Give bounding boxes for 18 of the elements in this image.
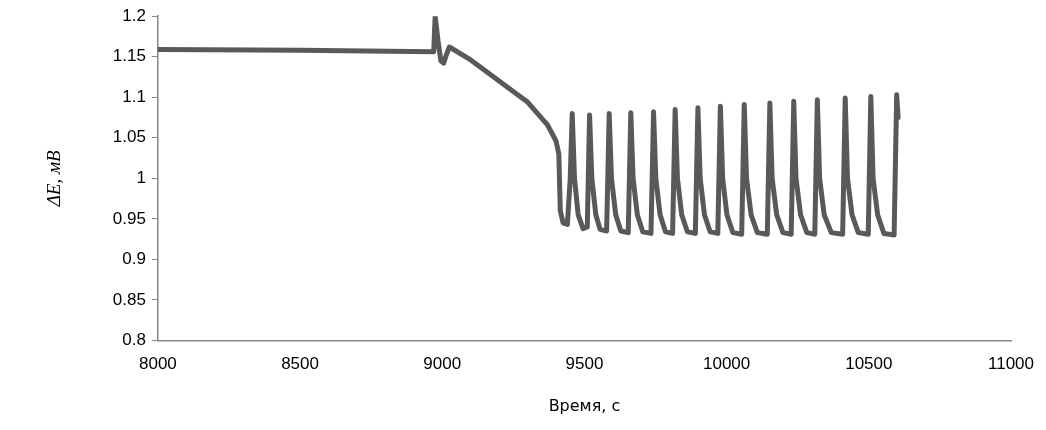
y-tick-label: 1.1 [122, 86, 146, 106]
x-tick-label: 10000 [702, 354, 751, 374]
x-tick-label: 10500 [845, 354, 893, 374]
x-tick-label: 8000 [138, 354, 177, 374]
y-tick-label: 1.2 [122, 5, 146, 25]
y-tick-label: 0.8 [122, 330, 146, 350]
y-tick-label: 0.95 [112, 208, 146, 228]
x-tick-label: 11000 [987, 354, 1035, 374]
y-tick-label: 0.9 [122, 249, 146, 269]
y-axis-title: ΔE, мВ [43, 149, 65, 208]
y-tick-label: 1.15 [112, 46, 146, 66]
x-tick-label: 9000 [423, 354, 462, 374]
x-tick-label: 9500 [565, 354, 604, 374]
y-tick-label: 0.85 [112, 289, 146, 309]
y-tick-label: 1 [136, 167, 146, 187]
x-tick-label: 8500 [281, 354, 319, 374]
y-tick-label: 1.05 [112, 127, 146, 147]
x-axis-title: Время, с [548, 395, 621, 415]
